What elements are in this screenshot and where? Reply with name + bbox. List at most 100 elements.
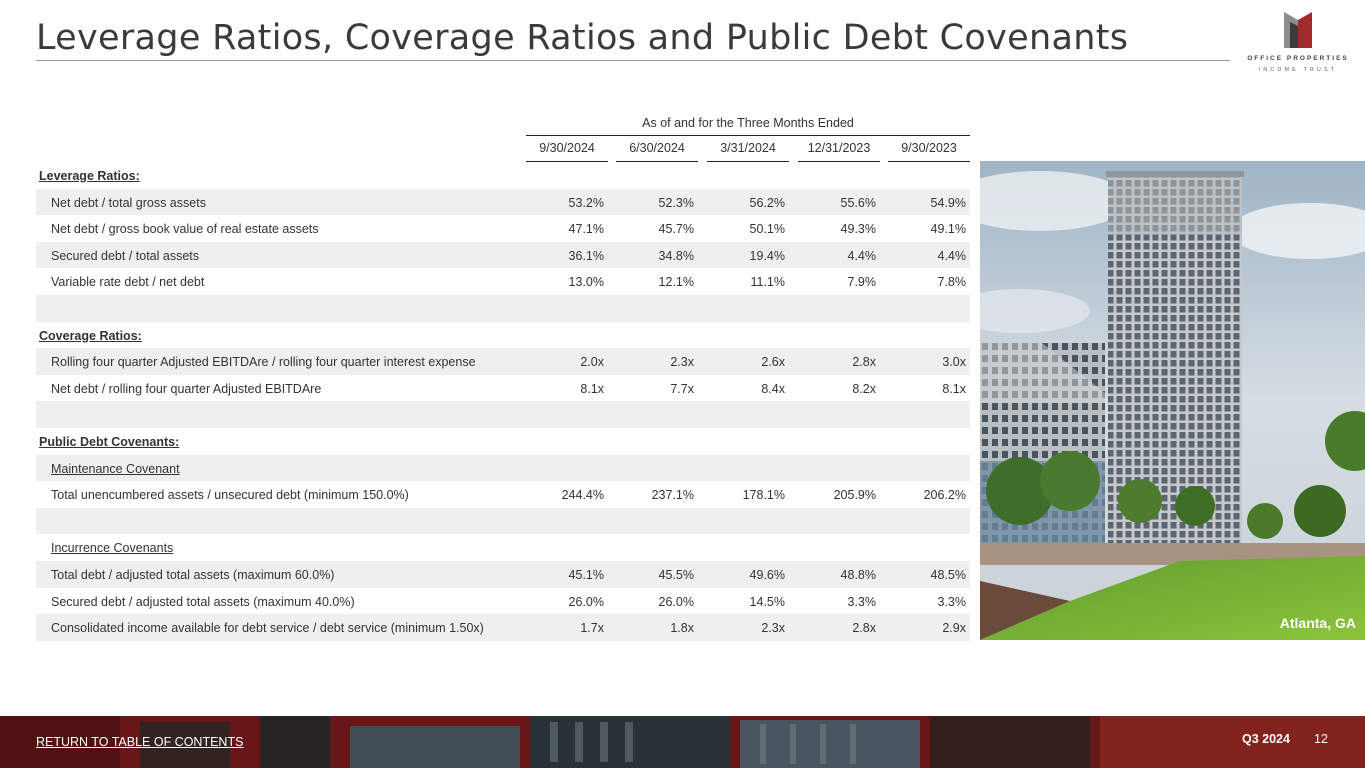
table-row: Consolidated income available for debt s…: [36, 614, 970, 641]
atlanta-building-image: [980, 161, 1365, 640]
company-logo: OFFICE PROPERTIES INCOME TRUST: [1246, 12, 1350, 76]
row-label: Maintenance Covenant: [51, 461, 180, 476]
table-row: Total unencumbered assets / unsecured de…: [36, 481, 970, 508]
table-row: Net debt / rolling four quarter Adjusted…: [36, 375, 970, 402]
row-value: 47.1%: [568, 222, 604, 237]
footer-background-image: [0, 716, 1365, 768]
row-value: 49.1%: [930, 222, 966, 237]
row-value: 2.8x: [852, 621, 876, 636]
row-value: 8.4x: [761, 381, 785, 396]
period-span-header: As of and for the Three Months Ended: [642, 116, 854, 130]
spacer-row: [36, 401, 970, 428]
row-value: 2.6x: [761, 355, 785, 370]
column-header-rule: [888, 161, 970, 162]
row-label: Secured debt / total assets: [51, 248, 200, 263]
table-row: Secured debt / adjusted total assets (ma…: [36, 588, 970, 615]
page-number: 12: [1314, 732, 1328, 746]
table-row: Net debt / gross book value of real esta…: [36, 215, 970, 242]
table-row: Variable rate debt / net debt 13.0% 12.1% 1…: [36, 268, 970, 295]
table-row: Rolling four quarter Adjusted EBITDAre /…: [36, 348, 970, 375]
photo-caption: Atlanta, GA: [1279, 615, 1356, 631]
column-header: 9/30/2023: [901, 141, 957, 155]
subsection-row: Maintenance Covenant: [36, 454, 970, 482]
row-value: 8.1x: [580, 381, 604, 396]
table-row: Total debt / adjusted total assets (maxi…: [36, 560, 970, 588]
row-value: 1.8x: [670, 621, 694, 636]
row-label: Total debt / adjusted total assets (maxi…: [51, 567, 335, 582]
row-value: 8.1x: [942, 381, 966, 396]
row-label: Incurrence Covenants: [51, 541, 174, 556]
row-value: 19.4%: [749, 248, 785, 263]
return-to-toc-link[interactable]: RETURN TO TABLE OF CONTENTS: [36, 735, 244, 749]
table-row: Secured debt / total assets 36.1% 34.8% 19.…: [36, 241, 970, 269]
span-header-rule: [526, 135, 970, 136]
row-value: 4.4%: [847, 248, 877, 263]
row-value: 1.7x: [580, 621, 604, 636]
row-value: 8.2x: [852, 381, 876, 396]
logo-mark-icon: [1284, 12, 1312, 48]
spacer-row: [36, 507, 970, 535]
row-value: 26.0%: [568, 594, 604, 609]
row-value: 49.3%: [840, 222, 876, 237]
row-value: 45.1%: [568, 567, 604, 582]
row-value: 205.9%: [833, 488, 876, 503]
column-header-rule: [707, 161, 789, 162]
row-value: 13.0%: [568, 275, 604, 290]
row-value: 2.9x: [942, 621, 966, 636]
row-value: 7.8%: [937, 275, 967, 290]
section-header-row: Public Debt Covenants:: [36, 428, 970, 455]
row-label: Rolling four quarter Adjusted EBITDAre /…: [51, 355, 476, 370]
row-value: 14.5%: [749, 594, 785, 609]
row-value: 178.1%: [742, 488, 785, 503]
column-header-rule: [616, 161, 698, 162]
row-value: 55.6%: [840, 195, 876, 210]
row-value: 36.1%: [568, 248, 604, 263]
row-label: Public Debt Covenants:: [39, 434, 180, 449]
row-value: 3.3%: [937, 594, 967, 609]
row-value: 244.4%: [561, 488, 604, 503]
row-label: Leverage Ratios:: [39, 169, 140, 183]
column-header-rule: [798, 161, 880, 162]
row-value: 34.8%: [658, 248, 694, 263]
subsection-row: Incurrence Covenants: [36, 534, 970, 561]
footer-bar: RETURN TO TABLE OF CONTENTS Q3 2024 12: [0, 716, 1365, 768]
row-value: 2.0x: [580, 355, 604, 370]
row-value: 7.7x: [670, 381, 694, 396]
row-value: 48.8%: [840, 567, 876, 582]
row-value: 237.1%: [651, 488, 694, 503]
row-value: 2.8x: [852, 355, 876, 370]
row-label: Net debt / rolling four quarter Adjusted…: [51, 381, 322, 396]
spacer-row: [36, 294, 970, 322]
row-value: 2.3x: [670, 355, 694, 370]
row-value: 56.2%: [749, 195, 785, 210]
column-header: 3/31/2024: [720, 141, 776, 155]
row-value: 2.3x: [761, 621, 785, 636]
logo-text-line2: INCOME TRUST: [1258, 67, 1338, 73]
title-divider: [36, 60, 1230, 61]
row-label: Net debt / gross book value of real esta…: [51, 222, 319, 237]
row-value: 26.0%: [658, 594, 694, 609]
page-title: Leverage Ratios, Coverage Ratios and Pub…: [36, 18, 1129, 58]
row-label: Secured debt / adjusted total assets (ma…: [51, 594, 355, 609]
row-value: 49.6%: [749, 567, 785, 582]
footer-quarter: Q3 2024: [1242, 732, 1290, 746]
row-label: Consolidated income available for debt s…: [51, 621, 484, 636]
section-header-row: Coverage Ratios:: [36, 322, 970, 349]
row-value: 54.9%: [930, 195, 966, 210]
row-value: 48.5%: [930, 567, 966, 582]
row-value: 45.5%: [658, 567, 694, 582]
row-value: 7.9%: [847, 275, 877, 290]
building-photo: Atlanta, GA: [980, 161, 1365, 640]
row-value: 53.2%: [568, 195, 604, 210]
column-headers: 9/30/2024 6/30/2024 3/31/2024 12/31/2023 9/3…: [36, 141, 970, 162]
logo-text-line1: OFFICE PROPERTIES: [1247, 55, 1349, 62]
row-value: 50.1%: [749, 222, 785, 237]
row-value: 12.1%: [658, 275, 694, 290]
column-header-rule: [526, 161, 608, 162]
column-header: 12/31/2023: [807, 141, 871, 155]
table-body: Leverage Ratios: Net debt / total gross a…: [36, 162, 970, 641]
row-label: Coverage Ratios:: [39, 328, 142, 343]
row-value: 206.2%: [923, 488, 966, 503]
row-value: 11.1%: [750, 275, 785, 290]
row-value: 52.3%: [658, 195, 694, 210]
